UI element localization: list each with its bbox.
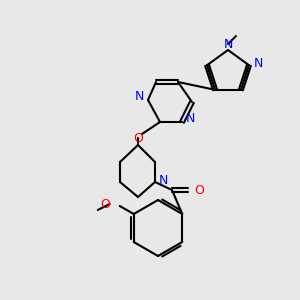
Text: O: O (100, 197, 110, 211)
Text: N: N (186, 112, 195, 124)
Text: N: N (254, 57, 263, 70)
Text: N: N (223, 38, 233, 50)
Text: N: N (135, 89, 144, 103)
Text: O: O (133, 131, 143, 145)
Text: N: N (159, 173, 168, 187)
Text: O: O (194, 184, 204, 196)
